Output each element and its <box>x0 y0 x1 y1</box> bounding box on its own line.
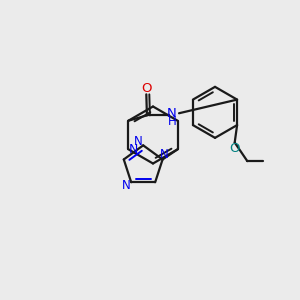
Text: N: N <box>159 148 168 161</box>
Text: O: O <box>230 142 240 155</box>
Text: O: O <box>141 82 152 95</box>
Text: N: N <box>129 143 138 156</box>
Text: N: N <box>134 135 142 148</box>
Text: H: H <box>168 116 176 128</box>
Text: N: N <box>122 179 130 192</box>
Text: N: N <box>167 107 177 120</box>
